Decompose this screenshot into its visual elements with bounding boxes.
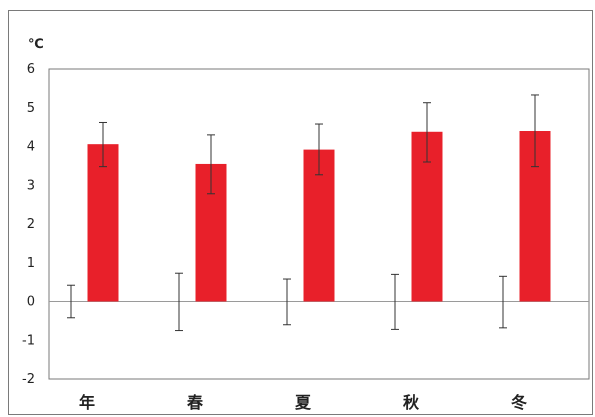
y-tick-label: 3 xyxy=(27,178,35,193)
x-tick-label: 春 xyxy=(186,393,204,412)
x-tick-label: 夏 xyxy=(294,393,312,412)
bar xyxy=(87,144,119,302)
y-tick-label: 4 xyxy=(27,140,35,155)
y-tick-label: -2 xyxy=(22,372,35,387)
y-unit-label: ℃ xyxy=(28,37,44,52)
y-tick-label: 1 xyxy=(27,256,35,271)
x-tick-label: 年 xyxy=(79,393,95,412)
x-tick-label: 秋 xyxy=(403,393,420,412)
plot-area xyxy=(48,68,590,380)
y-tick-label: -1 xyxy=(22,333,35,348)
y-tick-label: 2 xyxy=(27,217,35,232)
y-tick-label: 6 xyxy=(27,62,35,77)
x-tick-label: 冬 xyxy=(511,393,527,412)
y-tick-label: 5 xyxy=(27,101,35,116)
y-tick-label: 0 xyxy=(27,295,35,310)
